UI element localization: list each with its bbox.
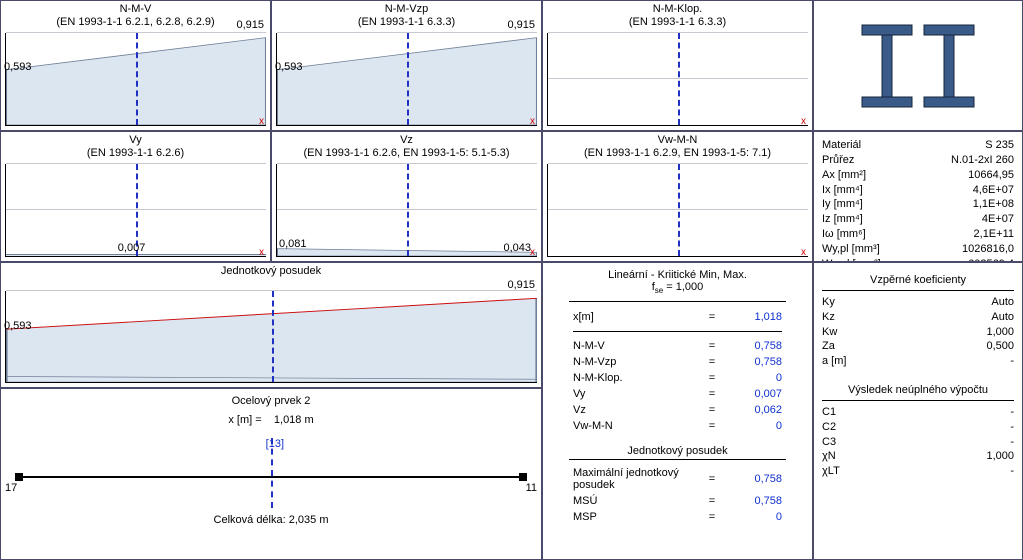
- value-left: 0,593: [275, 61, 303, 73]
- unit-row: MSP=0: [571, 510, 784, 524]
- chart-subtitle: (EN 1993-1-1 6.2.1, 6.2.8, 6.2.9): [1, 16, 270, 28]
- beam-node-right: [519, 473, 527, 481]
- prop-row: Ix [mm⁴]4,6E+07: [822, 183, 1014, 198]
- prop-row: Iz [mm⁴]4E+07: [822, 212, 1014, 227]
- value-center: 0,007: [118, 242, 146, 254]
- end-right: 11: [526, 482, 537, 494]
- ibeam-icon: [848, 11, 988, 121]
- buckling-row: Kw1,000: [822, 325, 1014, 340]
- result-row: N-M-V=0,758: [571, 339, 784, 353]
- chart-title: N-M-Vzp: [272, 1, 541, 16]
- coefficients-panel: Vzpěrné koeficienty KyAutoKzAutoKw1,000Z…: [813, 262, 1023, 560]
- chart-vy: Vy (EN 1993-1-1 6.2.6) 0,007 x: [0, 131, 271, 262]
- buckling-row: a [m]-: [822, 354, 1014, 369]
- chart-plot: 0,081 0,043 x: [276, 164, 537, 257]
- chart-plot: x: [547, 33, 808, 126]
- chart-nmv: N-M-V (EN 1993-1-1 6.2.1, 6.2.8, 6.2.9) …: [0, 0, 271, 131]
- x-axis-label: x: [801, 116, 806, 127]
- cursor-line: [678, 33, 680, 125]
- chart-title: Jednotkový posudek: [1, 263, 541, 278]
- chart-plot: 0,593 0,915 x: [5, 33, 266, 126]
- results-panel: Lineární - Kriitické Min, Max. fse = 1,0…: [542, 262, 813, 560]
- prop-row: MateriálS 235: [822, 138, 1014, 153]
- prop-row: Iω [mm⁶]2,1E+11: [822, 227, 1014, 242]
- section-preview: [813, 0, 1023, 131]
- cursor-line: [407, 164, 409, 256]
- result-row: N-M-Klop.=0: [571, 371, 784, 385]
- x-axis-label: x: [259, 116, 264, 127]
- app-root: N-M-V (EN 1993-1-1 6.2.1, 6.2.8, 6.2.9) …: [0, 0, 1023, 560]
- prop-row: PrůřezN.01-2xI 260: [822, 153, 1014, 168]
- beam-line: [17, 476, 525, 478]
- end-left: 17: [5, 482, 17, 494]
- chart-title: N-M-V: [1, 1, 270, 16]
- value-right: 0,915: [507, 19, 535, 31]
- value-right: 0,915: [236, 19, 264, 31]
- chart-unit: Jednotkový posudek 0,593 0,915: [0, 262, 542, 388]
- value-left: 0,593: [4, 61, 32, 73]
- value-left: 0,081: [279, 238, 307, 250]
- results-head: Lineární - Kriitické Min, Max. fse = 1,0…: [569, 269, 786, 295]
- chart-plot: 0,593 0,915: [5, 291, 537, 383]
- cursor-line: [136, 33, 138, 125]
- cursor-line: [678, 164, 680, 256]
- value-right: 0,915: [507, 279, 535, 291]
- buckling-row: KzAuto: [822, 310, 1014, 325]
- partial-row: C1-: [822, 405, 1014, 420]
- partial-row: χLT-: [822, 464, 1014, 479]
- prop-row: Ax [mm²]10664,95: [822, 168, 1014, 183]
- value-left: 0,593: [4, 320, 32, 332]
- partial-row: C2-: [822, 420, 1014, 435]
- chart-plot: 0,593 0,915 x: [276, 33, 537, 126]
- node-label: [13]: [266, 438, 284, 450]
- cursor-line: [407, 33, 409, 125]
- section-properties: MateriálS 235PrůřezN.01-2xI 260Ax [mm²]1…: [813, 131, 1023, 262]
- buckling-head: Vzpěrné koeficienty: [822, 273, 1014, 291]
- x-axis-label: x: [530, 116, 535, 127]
- buckling-row: KyAuto: [822, 295, 1014, 310]
- unit-row: Maximální jednotkový posudek=0,758: [571, 466, 784, 492]
- chart-plot: x: [547, 164, 808, 257]
- element-title: Ocelový prvek 2: [5, 393, 537, 408]
- prop-row: Iy [mm⁴]1,1E+08: [822, 197, 1014, 212]
- partial-head: Výsledek neúplného výpočtu: [822, 383, 1014, 401]
- unit-check-head: Jednotkový posudek: [569, 445, 786, 460]
- result-row: N-M-Vzp=0,758: [571, 355, 784, 369]
- x-axis-label: x: [801, 247, 806, 258]
- chart-title: Vw-M-N: [543, 132, 812, 147]
- chart-vz: Vz (EN 1993-1-1 6.2.6, EN 1993-1-5: 5.1-…: [271, 131, 542, 262]
- unit-row: MSÚ=0,758: [571, 494, 784, 508]
- x-axis-label: x: [530, 247, 535, 258]
- chart-title: Vy: [1, 132, 270, 147]
- element-panel: Ocelový prvek 2 x [m] = 1,018 m [13] 17 …: [0, 388, 542, 560]
- result-row: Vz=0,062: [571, 403, 784, 417]
- chart-subtitle: (EN 1993-1-1 6.3.3): [272, 16, 541, 28]
- unit-check-table: Maximální jednotkový posudek=0,758 MSÚ=0,…: [569, 464, 786, 526]
- chart-subtitle: (EN 1993-1-1 6.2.6): [1, 147, 270, 159]
- chart-plot: 0,007 x: [5, 164, 266, 257]
- cursor-line: [272, 291, 274, 382]
- total-length: Celková délka: 2,035 m: [5, 514, 537, 526]
- chart-vwmn: Vw-M-N (EN 1993-1-1 6.2.9, EN 1993-1-5: …: [542, 131, 813, 262]
- element-x: x [m] = 1,018 m: [5, 414, 537, 426]
- chart-subtitle: (EN 1993-1-1 6.2.9, EN 1993-1-5: 7.1): [543, 147, 812, 159]
- buckling-row: Za0,500: [822, 339, 1014, 354]
- chart-title: N-M-Klop.: [543, 1, 812, 16]
- x-axis-label: x: [259, 247, 264, 258]
- chart-subtitle: (EN 1993-1-1 6.2.6, EN 1993-1-5: 5.1-5.3…: [272, 147, 541, 159]
- chart-nmvzp: N-M-Vzp (EN 1993-1-1 6.3.3) 0,593 0,915 …: [271, 0, 542, 131]
- partial-row: C3-: [822, 435, 1014, 450]
- prop-row: Wy,pl [mm³]1026816,0: [822, 242, 1014, 257]
- beam-node-left: [15, 473, 23, 481]
- partial-row: χN1,000: [822, 449, 1014, 464]
- chart-nmklop: N-M-Klop. (EN 1993-1-1 6.3.3) x: [542, 0, 813, 131]
- chart-subtitle: (EN 1993-1-1 6.3.3): [543, 16, 812, 28]
- result-row: Vy=0,007: [571, 387, 784, 401]
- chart-title: Vz: [272, 132, 541, 147]
- result-row: Vw-M-N=0: [571, 419, 784, 433]
- results-table: x[m]=1,018 N-M-V=0,758 N-M-Vzp=0,758 N-M-Kl…: [569, 308, 786, 435]
- value-right: 0,043: [503, 242, 531, 254]
- result-row: x[m]=1,018: [571, 310, 784, 324]
